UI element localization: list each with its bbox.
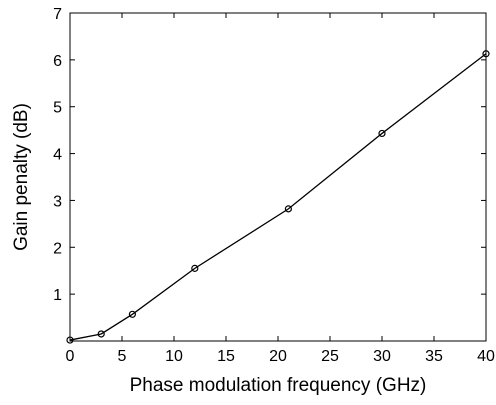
x-tick-label: 5 (118, 348, 127, 365)
x-tick-label: 20 (269, 348, 287, 365)
x-tick-label: 30 (373, 348, 391, 365)
data-point (128, 310, 136, 318)
x-tick-label: 10 (165, 348, 183, 365)
x-tick-label: 25 (321, 348, 339, 365)
data-point (191, 264, 199, 272)
data-point (378, 129, 386, 138)
y-axis: 1 2 3 4 5 6 7 (53, 6, 486, 304)
x-tick-label: 40 (477, 348, 495, 365)
data-series (66, 50, 490, 344)
x-axis-title: Phase modulation frequency (GHz) (130, 375, 427, 396)
y-tick-label: 6 (53, 53, 62, 70)
y-axis-title: Gain penalty (dB) (11, 103, 32, 251)
series-line (69, 53, 487, 341)
y-tick-label: 5 (53, 100, 62, 117)
y-tick-label: 7 (53, 6, 62, 23)
y-tick-label: 3 (53, 193, 62, 210)
data-point (66, 336, 74, 344)
plot-area-frame (69, 12, 487, 342)
y-tick-label: 2 (53, 240, 62, 257)
data-point (97, 330, 105, 338)
data-point (284, 205, 292, 213)
y-tick-label: 1 (53, 287, 62, 304)
y-tick-label: 4 (53, 147, 62, 164)
x-axis: 0 5 10 15 20 25 30 35 40 (66, 13, 495, 365)
x-tick-label: 0 (66, 348, 75, 365)
x-tick-label: 35 (425, 348, 443, 365)
x-tick-label: 15 (217, 348, 235, 365)
data-point (482, 50, 490, 58)
